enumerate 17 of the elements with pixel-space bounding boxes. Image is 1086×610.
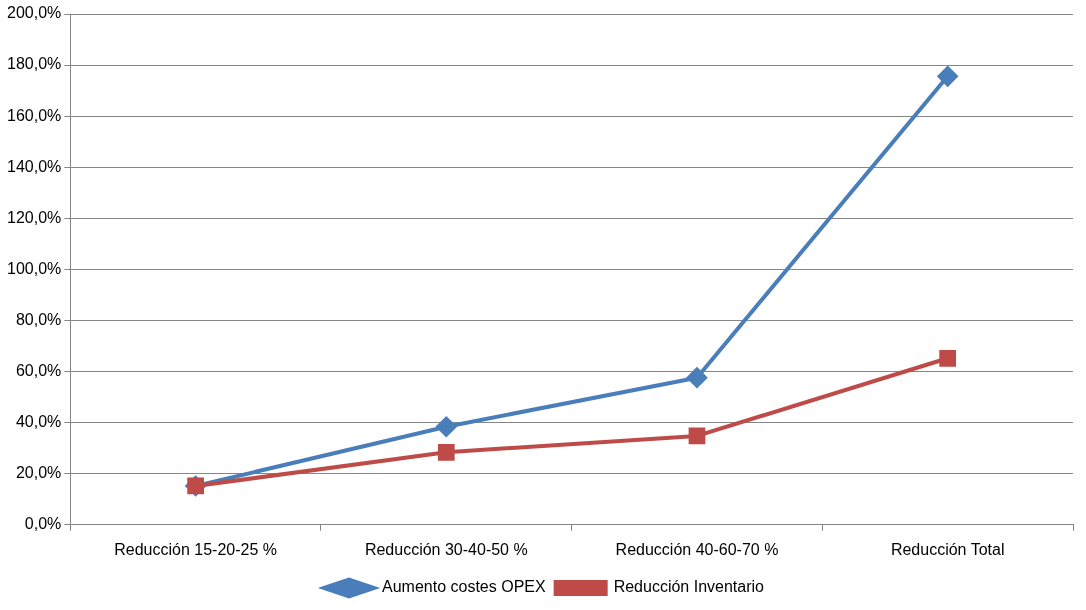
x-tick-label: Reducción 30-40-50 % [364,540,528,558]
y-tick-label: 180,0% [7,55,62,73]
y-tick-label: 140,0% [7,157,62,175]
x-tick-label: Reducción 15-20-25 % [114,540,277,558]
legend-label: Reducción Inventario [613,578,765,596]
y-tick-label: 200,0% [7,4,62,22]
y-tick-label: 20,0% [15,464,62,482]
y-tick-label: 80,0% [15,310,62,328]
y-tick-label: 40,0% [15,413,62,431]
y-tick-label: 60,0% [15,361,62,379]
legend-label: Aumento costes OPEX [382,578,546,596]
y-tick-label: 120,0% [7,208,62,226]
x-tick-label: Reducción 40-60-70 % [615,540,779,558]
y-tick-label: 160,0% [7,106,62,124]
y-tick-label: 100,0% [7,259,62,277]
y-tick-label: 0,0% [24,515,62,533]
x-tick-label: Reducción Total [890,540,1005,558]
